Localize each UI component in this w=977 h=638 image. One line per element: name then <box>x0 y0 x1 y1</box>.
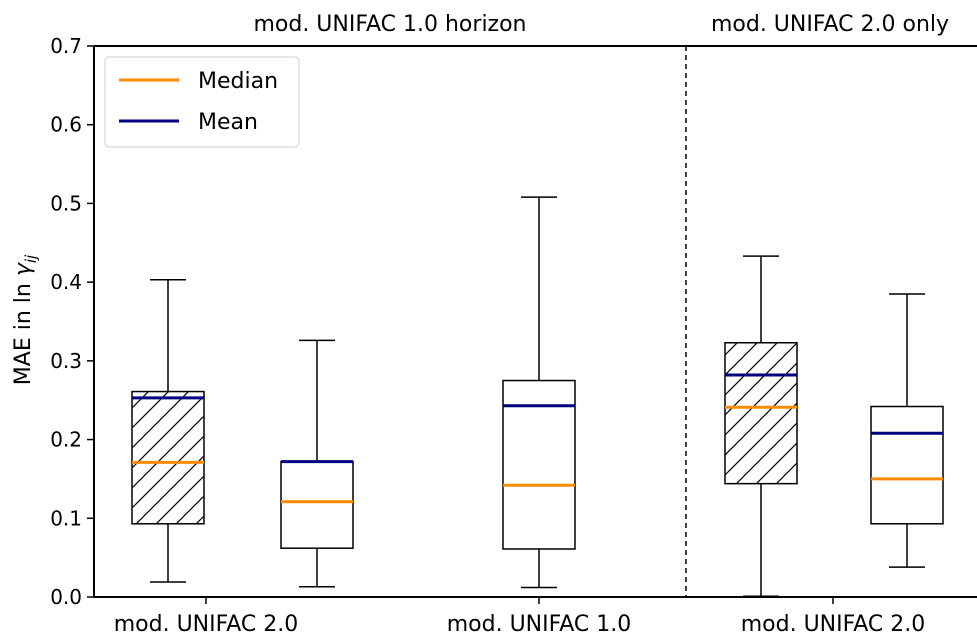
x-axis-ticks: mod. UNIFAC 2.0 mod. UNIFAC 1.0 mod. UNIFA… <box>114 597 926 637</box>
y-tick-label: 0.1 <box>50 506 82 530</box>
section-title-right: mod. UNIFAC 2.0 only <box>711 12 949 37</box>
legend-median-label: Median <box>198 69 278 94</box>
y-tick-label: 0.3 <box>50 349 82 373</box>
y-axis-label-prefix: MAE in ln <box>11 276 36 385</box>
legend-mean-label: Mean <box>198 110 258 135</box>
y-tick-label: 0.5 <box>50 191 82 215</box>
y-tick-label: 0.2 <box>50 428 82 452</box>
y-axis-label: MAE in ln γij <box>11 254 40 385</box>
y-axis-label-subscript: ij <box>22 254 40 263</box>
box-1 <box>131 279 205 583</box>
box-4 <box>724 255 798 597</box>
y-axis-label-symbol: γ <box>11 262 36 276</box>
legend: Median Mean <box>104 56 300 148</box>
y-axis-ticks: 0.0 0.1 0.2 0.3 0.4 0.5 0.6 0.7 <box>50 34 94 609</box>
y-tick-label: 0.6 <box>50 113 82 137</box>
x-tick-label: mod. UNIFAC 2.0 <box>114 612 299 637</box>
y-tick-label: 0.4 <box>50 270 82 294</box>
y-tick-label: 0.7 <box>50 34 82 58</box>
section-title-left: mod. UNIFAC 1.0 horizon <box>253 12 526 37</box>
plot-frame <box>93 45 977 598</box>
x-tick-label: mod. UNIFAC 2.0 <box>741 612 926 637</box>
box-5 <box>870 293 944 568</box>
y-tick-label: 0.0 <box>50 585 82 609</box>
box-iqr <box>870 405 944 525</box>
box-2 <box>280 339 354 588</box>
box-iqr <box>131 390 205 525</box>
boxes-group <box>131 196 944 597</box>
x-tick-label: mod. UNIFAC 1.0 <box>447 612 632 637</box>
box-iqr <box>502 379 576 550</box>
box-iqr <box>280 460 354 549</box>
box-3 <box>502 196 576 589</box>
box-iqr <box>724 342 798 485</box>
